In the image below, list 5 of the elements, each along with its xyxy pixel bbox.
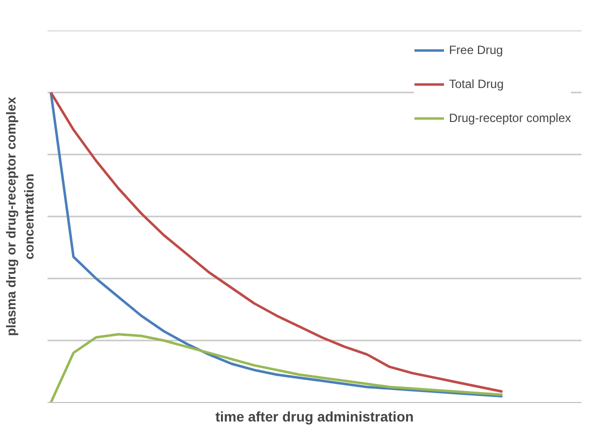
legend-label: Drug-receptor complex (448, 111, 571, 125)
y-axis-title: plasma drug or drug-receptor complex concentration (4, 96, 36, 336)
x-axis-title: time after drug administration (215, 408, 414, 424)
legend-label: Free Drug (448, 43, 503, 57)
legend-label: Total Drug (448, 77, 504, 91)
